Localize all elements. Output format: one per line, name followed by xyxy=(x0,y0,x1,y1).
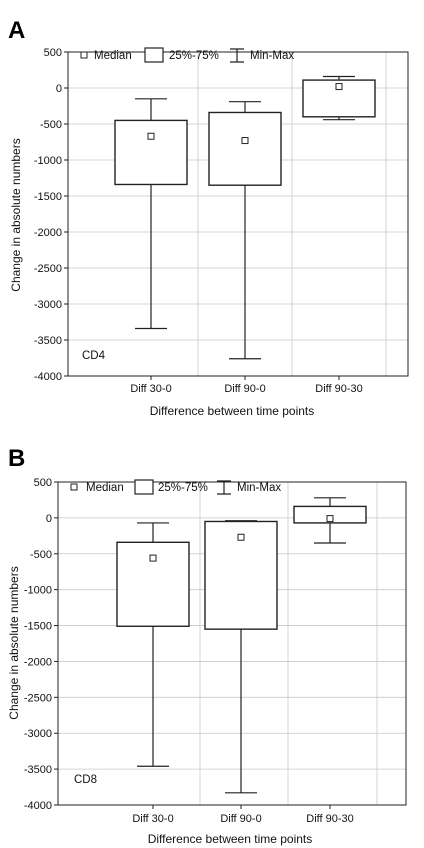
iqr-box xyxy=(293,505,367,524)
x-tick-label: Diff 30-0 xyxy=(132,813,173,825)
median-marker xyxy=(149,554,157,562)
iqr-box xyxy=(114,119,188,186)
y-tick-label: -4000 xyxy=(34,371,62,383)
legend: Median 25%-75% Min-Max xyxy=(80,47,294,63)
legend-box-label: 25%-75% xyxy=(169,50,219,62)
box-0 xyxy=(116,522,190,767)
box-1 xyxy=(208,101,282,360)
y-tick-label: 500 xyxy=(44,47,62,59)
median-marker xyxy=(335,83,343,91)
box-0 xyxy=(114,98,188,330)
x-tick-label: Diff 90-0 xyxy=(224,383,265,395)
iqr-box xyxy=(208,111,282,186)
box-series xyxy=(116,497,367,794)
x-tick-label: Diff 30-0 xyxy=(130,383,171,395)
y-ticks: 500 0 -500 -1000 -1500 -2000 -2500 -3000 -3500 -4… xyxy=(34,47,68,383)
y-tick-label: -1500 xyxy=(24,621,52,633)
y-tick-label: -1000 xyxy=(34,155,62,167)
y-tick-label: -1500 xyxy=(34,191,62,203)
y-axis-title: Change in absolute numbers xyxy=(9,138,23,291)
y-tick-label: -3000 xyxy=(24,728,52,740)
legend-median-label: Median xyxy=(94,50,132,62)
plot-frame xyxy=(57,481,407,806)
y-tick-label: -500 xyxy=(40,119,62,131)
box-series xyxy=(114,75,376,360)
y-axis-title: Change in absolute numbers xyxy=(7,566,21,719)
y-tick-label: 0 xyxy=(56,83,62,95)
y-tick-label: 0 xyxy=(46,513,52,525)
median-marker xyxy=(237,533,245,541)
y-tick-label: -3500 xyxy=(24,764,52,776)
legend-whisker-marker xyxy=(217,480,231,495)
y-tick-label: -2500 xyxy=(34,263,62,275)
legend-box-marker xyxy=(144,47,164,63)
median-marker xyxy=(326,515,334,523)
legend-box-label: 25%-75% xyxy=(158,482,208,494)
panel-label: B xyxy=(8,445,25,472)
x-tick-label: Diff 90-0 xyxy=(220,813,261,825)
legend-whisker-label: Min-Max xyxy=(237,482,281,494)
y-tick-label: -2000 xyxy=(34,227,62,239)
cell-type-label: CD8 xyxy=(74,774,97,786)
x-axis-title: Difference between time points xyxy=(150,404,315,418)
legend-median-marker xyxy=(80,51,88,59)
y-tick-label: -500 xyxy=(30,549,52,561)
legend-box-marker xyxy=(134,479,154,495)
y-tick-label: -4000 xyxy=(24,800,52,812)
y-tick-label: -1000 xyxy=(24,585,52,597)
x-axis-title: Difference between time points xyxy=(148,832,313,846)
panel-a: A 500 0 -500 -1000 -1500 -2000 -2500 -3000 -3500… xyxy=(8,17,409,418)
x-tick-label: Diff 90-30 xyxy=(315,383,363,395)
legend-median-label: Median xyxy=(86,482,124,494)
plot-frame xyxy=(67,51,409,377)
legend-whisker-marker xyxy=(230,48,244,63)
box-2 xyxy=(293,497,367,544)
x-ticks: Diff 30-0 Diff 90-0 Diff 90-30 xyxy=(130,376,363,395)
box-1 xyxy=(204,520,278,794)
y-ticks: 500 0 -500 -1000 -1500 -2000 -2500 -3000 -3500 -4… xyxy=(24,477,58,812)
panel-label: A xyxy=(8,17,25,44)
y-tick-label: -2000 xyxy=(24,656,52,668)
panel-b: B 500 0 -500 -1000 -1500 -2000 -2500 -3000 -3500… xyxy=(7,445,407,846)
cell-type-label: CD4 xyxy=(82,350,106,362)
x-ticks: Diff 30-0 Diff 90-0 Diff 90-30 xyxy=(132,805,354,825)
y-tick-label: 500 xyxy=(34,477,52,489)
y-tick-label: -2500 xyxy=(24,692,52,704)
gridlines xyxy=(58,481,406,806)
legend-whisker-label: Min-Max xyxy=(250,50,294,62)
legend: Median 25%-75% Min-Max xyxy=(70,479,281,495)
y-tick-label: -3500 xyxy=(34,335,62,347)
median-marker xyxy=(241,137,249,145)
box-2 xyxy=(302,75,376,121)
x-tick-label: Diff 90-30 xyxy=(306,813,354,825)
y-tick-label: -3000 xyxy=(34,299,62,311)
legend-median-marker xyxy=(70,483,78,491)
median-marker xyxy=(147,132,155,140)
